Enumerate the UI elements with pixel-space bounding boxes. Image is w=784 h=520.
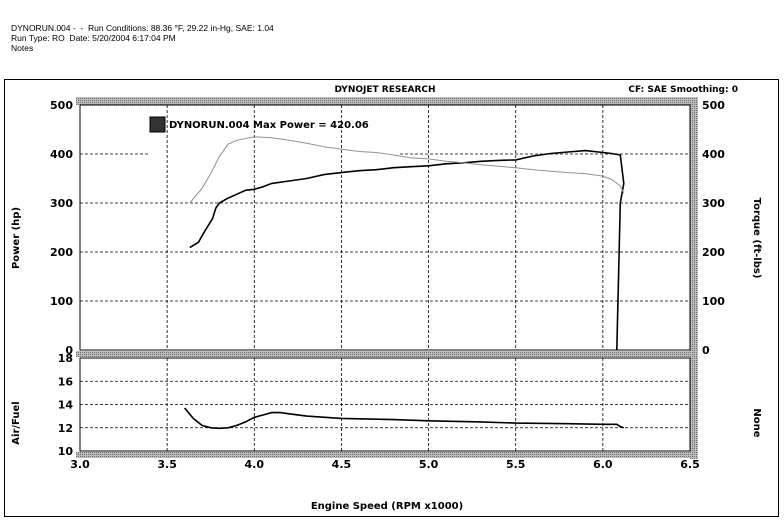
- x-axis: 3.0 3.5 4.0 4.5 5.0 5.5 6.0 6.5: [70, 458, 700, 471]
- x-tick-label: 5.0: [419, 458, 439, 471]
- y2-tick-label: 400: [702, 148, 725, 161]
- y-tick-label: 500: [50, 99, 73, 112]
- x-tick-label: 6.0: [593, 458, 613, 471]
- legend-label: DYNORUN.004 Max Power = 420.06: [169, 120, 369, 131]
- run-type-text: Run Type: RO Date: 5/20/2004 6:17:04 PM: [11, 33, 176, 43]
- y-tick-label: 0: [65, 344, 73, 357]
- torque-axis-label: Torque (ft-lbs): [751, 198, 762, 279]
- cf-smoothing-label: CF: SAE Smoothing: 0: [628, 85, 738, 95]
- x-tick-label: 3.5: [157, 458, 177, 471]
- y2-tick-label: 200: [702, 246, 725, 259]
- x-tick-label: 6.5: [680, 458, 700, 471]
- y2-tick-label: 500: [702, 99, 725, 112]
- y-tick-label: 100: [50, 295, 73, 308]
- y-tick-label: 18: [58, 352, 73, 365]
- y-tick-label: 16: [58, 375, 74, 388]
- y2-tick-label: 300: [702, 197, 725, 210]
- x-tick-label: 3.0: [70, 458, 90, 471]
- x-tick-label: 4.0: [245, 458, 265, 471]
- y-tick-label: 10: [58, 445, 74, 458]
- right-band: [690, 97, 698, 459]
- y2-tick-label: 100: [702, 295, 725, 308]
- run-conditions-text: DYNORUN.004 - - Run Conditions: 88.36 °F…: [11, 23, 274, 33]
- torque-line: [189, 136, 625, 204]
- notes-label: Notes: [11, 43, 34, 53]
- x-tick-label: 5.5: [506, 458, 526, 471]
- plot-area: [79, 104, 691, 351]
- y-tick-label: 14: [58, 399, 74, 412]
- x-tick-label: 4.5: [332, 458, 352, 471]
- legend-swatch: [149, 116, 166, 133]
- airfuel-axis-label: Air/Fuel: [11, 401, 22, 444]
- x-axis-label: Engine Speed (RPM x1000): [311, 501, 463, 512]
- power-line: [189, 149, 625, 351]
- y-tick-label: 200: [50, 246, 73, 259]
- none-axis-label: None: [751, 408, 762, 437]
- airfuel-plot: 10 12 14 16 18: [58, 352, 691, 458]
- y2-tick-label: 0: [702, 344, 710, 357]
- air-fuel-line: [183, 407, 625, 430]
- y-tick-label: 12: [58, 422, 73, 435]
- power-axis-label: Power (hp): [11, 207, 22, 269]
- power-torque-plot: 0 0 100 100 200 200 300 300 400 400 500 500: [50, 99, 725, 357]
- chart-title: DYNOJET RESEARCH: [334, 85, 435, 95]
- middle-band: [76, 351, 698, 357]
- top-band: [76, 97, 698, 105]
- bottom-band: [76, 452, 698, 458]
- y-tick-label: 400: [50, 148, 73, 161]
- y-tick-label: 300: [50, 197, 73, 210]
